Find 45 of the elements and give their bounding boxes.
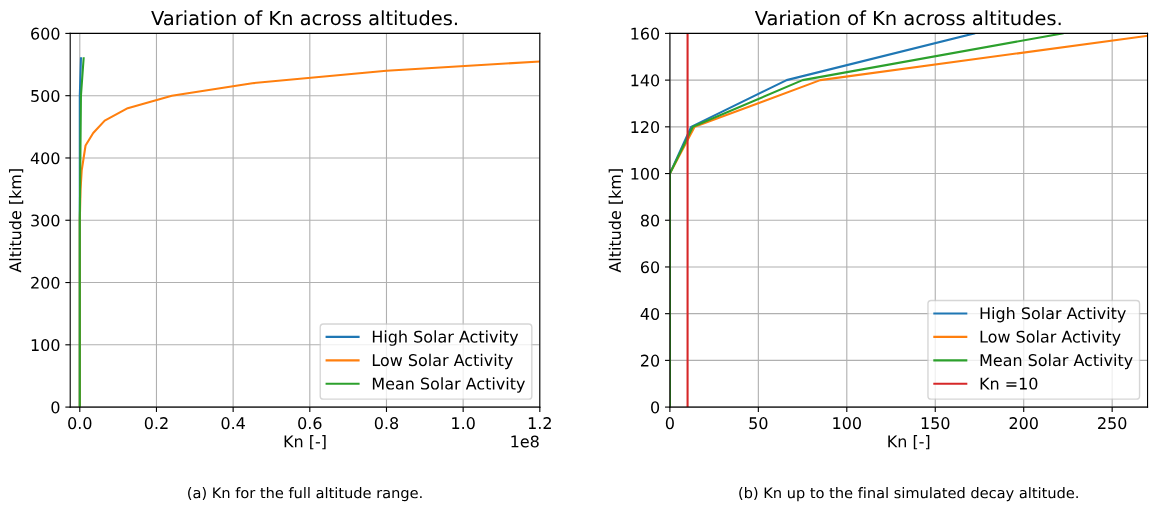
legend-label: Mean Solar Activity — [372, 377, 525, 393]
y-tick-label: 120 — [631, 121, 660, 134]
legend-label: Kn =10 — [980, 377, 1038, 390]
chart-title: Variation of Kn across altitudes. — [151, 10, 457, 26]
legend-label: Mean Solar Activity — [980, 353, 1133, 370]
x-tick-label: 0.8 — [374, 417, 399, 430]
y-tick-label: 160 — [631, 27, 660, 40]
legend-label: Low Solar Activity — [980, 330, 1121, 346]
y-tick-label: 400 — [30, 152, 60, 165]
y-tick-label: 600 — [31, 27, 60, 40]
x-axis-title: Kn [-] — [284, 435, 326, 450]
y-tick-label: 0 — [651, 401, 660, 414]
legend-label: High Solar Activity — [980, 306, 1126, 323]
x-tick-label: 0.6 — [298, 417, 322, 430]
x-tick-label: 0 — [665, 417, 674, 430]
y-tick-label: 140 — [631, 74, 660, 87]
y-tick-label: 60 — [640, 261, 660, 274]
y-axis-title: Altitude [km] — [8, 169, 24, 273]
text: (b) Kn up to the final simulated decay altitude. — [739, 487, 1078, 502]
x-axis-title: Kn [-] — [888, 435, 930, 450]
x-tick-label: 250 — [1098, 417, 1127, 430]
x-tick-label: 1.0 — [452, 417, 475, 430]
y-tick-label: 100 — [631, 167, 660, 180]
y-tick-label: 20 — [641, 354, 660, 367]
x-tick-label: 200 — [1009, 417, 1038, 430]
x-tick-label: 1.2 — [528, 417, 551, 429]
x-tick-label: 50 — [749, 417, 768, 430]
y-tick-label: 100 — [31, 339, 60, 352]
x-tick-label: 150 — [921, 417, 950, 430]
legend-label: High Solar Activity — [372, 330, 519, 346]
y-tick-label: 200 — [31, 276, 60, 289]
x-tick-label: 0.2 — [144, 417, 168, 430]
legend-label: Low Solar Activity — [372, 353, 513, 370]
x-tick-label: 0.4 — [221, 417, 245, 430]
y-tick-label: 40 — [640, 307, 660, 320]
x-tick-label: 100 — [833, 417, 861, 430]
y-tick-label: 0 — [51, 401, 60, 414]
y-tick-label: 500 — [31, 89, 60, 102]
y-axis-title: Altitude [km] — [608, 169, 623, 273]
text: (a) Kn for the full altitude range. — [188, 487, 422, 502]
y-tick-label: 80 — [640, 214, 660, 227]
x-tick-label: 0.0 — [68, 417, 92, 430]
text: 1e8 — [511, 435, 539, 448]
y-tick-label: 300 — [31, 214, 60, 227]
chart-title: Variation of Kn across altitudes. — [754, 10, 1061, 26]
